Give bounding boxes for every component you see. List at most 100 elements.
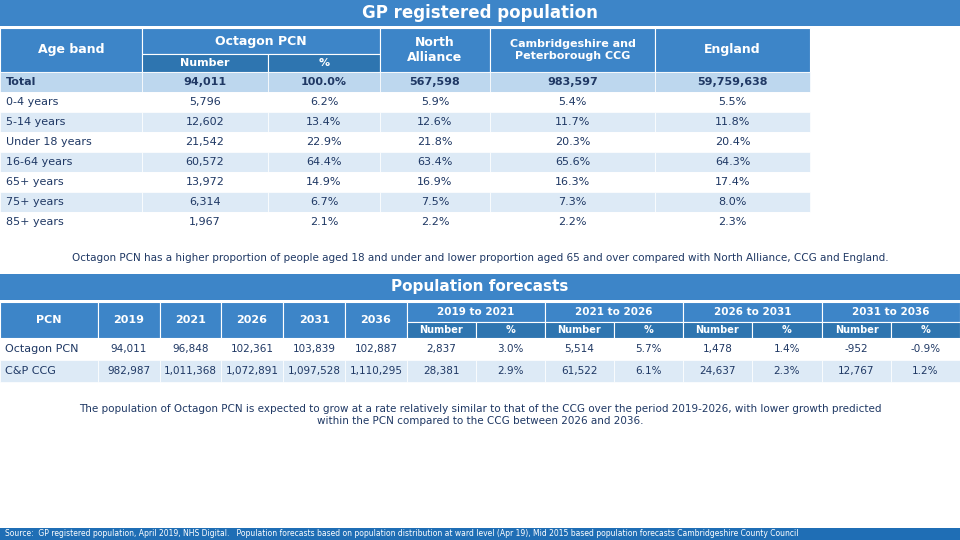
Text: 65.6%: 65.6% bbox=[555, 157, 590, 167]
Bar bbox=[0, 72, 142, 92]
Bar bbox=[142, 112, 268, 132]
Text: GP registered population: GP registered population bbox=[362, 4, 598, 22]
Text: 2.3%: 2.3% bbox=[718, 217, 747, 227]
Text: 22.9%: 22.9% bbox=[306, 137, 342, 147]
Bar bbox=[380, 72, 490, 92]
Bar bbox=[0, 212, 142, 232]
Bar bbox=[221, 302, 283, 338]
Bar bbox=[655, 72, 810, 92]
Bar bbox=[0, 0, 960, 26]
Bar bbox=[655, 192, 810, 212]
Text: 1,097,528: 1,097,528 bbox=[287, 366, 341, 376]
Bar bbox=[268, 172, 380, 192]
Text: 1,011,368: 1,011,368 bbox=[164, 366, 217, 376]
Text: 2026 to 2031: 2026 to 2031 bbox=[713, 307, 791, 317]
Text: 2026: 2026 bbox=[236, 315, 268, 325]
Text: 85+ years: 85+ years bbox=[6, 217, 63, 227]
Text: 2019 to 2021: 2019 to 2021 bbox=[438, 307, 515, 317]
Bar bbox=[476, 338, 545, 360]
Text: 96,848: 96,848 bbox=[172, 344, 208, 354]
Bar bbox=[891, 360, 960, 382]
Text: Age band: Age band bbox=[37, 44, 105, 57]
Bar bbox=[545, 338, 614, 360]
Text: %: % bbox=[643, 325, 654, 335]
Text: 12,602: 12,602 bbox=[185, 117, 225, 127]
Bar bbox=[0, 172, 142, 192]
Text: %: % bbox=[319, 58, 329, 68]
Text: Population forecasts: Population forecasts bbox=[392, 280, 568, 294]
Text: C&P CCG: C&P CCG bbox=[5, 366, 56, 376]
Bar bbox=[0, 192, 142, 212]
Text: 5.7%: 5.7% bbox=[636, 344, 661, 354]
Bar bbox=[683, 338, 752, 360]
Bar bbox=[614, 360, 683, 382]
Bar bbox=[142, 192, 268, 212]
Bar bbox=[268, 212, 380, 232]
Text: 567,598: 567,598 bbox=[410, 77, 461, 87]
Text: The population of Octagon PCN is expected to grow at a rate relatively similar t: The population of Octagon PCN is expecte… bbox=[79, 404, 881, 426]
Text: 5.5%: 5.5% bbox=[718, 97, 747, 107]
Bar bbox=[490, 192, 655, 212]
Text: 2.9%: 2.9% bbox=[497, 366, 524, 376]
Bar bbox=[268, 192, 380, 212]
Bar bbox=[655, 92, 810, 112]
Bar bbox=[268, 152, 380, 172]
Bar bbox=[380, 212, 490, 232]
Text: 75+ years: 75+ years bbox=[6, 197, 63, 207]
Text: 2.2%: 2.2% bbox=[420, 217, 449, 227]
Bar bbox=[822, 322, 891, 338]
Bar bbox=[752, 360, 822, 382]
Text: 2.3%: 2.3% bbox=[774, 366, 801, 376]
Bar bbox=[283, 338, 345, 360]
Text: 983,597: 983,597 bbox=[547, 77, 598, 87]
Bar bbox=[655, 212, 810, 232]
Text: 28,381: 28,381 bbox=[423, 366, 460, 376]
Text: Total: Total bbox=[6, 77, 36, 87]
Text: 11.7%: 11.7% bbox=[555, 117, 590, 127]
Bar bbox=[98, 302, 160, 338]
Text: 1,967: 1,967 bbox=[189, 217, 221, 227]
Text: 5-14 years: 5-14 years bbox=[6, 117, 65, 127]
Text: 13,972: 13,972 bbox=[185, 177, 225, 187]
Text: 60,572: 60,572 bbox=[185, 157, 225, 167]
Bar bbox=[345, 338, 407, 360]
Text: 6.2%: 6.2% bbox=[310, 97, 338, 107]
Text: 2021: 2021 bbox=[175, 315, 206, 325]
Text: -952: -952 bbox=[845, 344, 868, 354]
Text: 0-4 years: 0-4 years bbox=[6, 97, 59, 107]
Text: 65+ years: 65+ years bbox=[6, 177, 63, 187]
Bar bbox=[683, 302, 822, 322]
Bar bbox=[476, 360, 545, 382]
Text: 8.0%: 8.0% bbox=[718, 197, 747, 207]
Text: %: % bbox=[921, 325, 930, 335]
Bar bbox=[98, 360, 160, 382]
Text: 16.9%: 16.9% bbox=[418, 177, 453, 187]
Bar bbox=[380, 132, 490, 152]
Bar bbox=[0, 302, 98, 338]
Bar bbox=[490, 92, 655, 112]
Bar bbox=[0, 528, 960, 540]
Text: 1,110,295: 1,110,295 bbox=[349, 366, 402, 376]
Text: PCN: PCN bbox=[36, 315, 61, 325]
Bar bbox=[0, 92, 142, 112]
Bar bbox=[614, 322, 683, 338]
Bar bbox=[683, 360, 752, 382]
Text: 2,837: 2,837 bbox=[426, 344, 456, 354]
Bar bbox=[98, 338, 160, 360]
Text: 11.8%: 11.8% bbox=[715, 117, 750, 127]
Text: 102,887: 102,887 bbox=[354, 344, 397, 354]
Text: Source:  GP registered population, April 2019, NHS Digital.   Population forecas: Source: GP registered population, April … bbox=[5, 530, 799, 538]
Bar bbox=[268, 54, 380, 72]
Text: 5,514: 5,514 bbox=[564, 344, 594, 354]
Text: England: England bbox=[705, 44, 761, 57]
Bar bbox=[160, 338, 221, 360]
Bar bbox=[655, 28, 810, 72]
Text: 24,637: 24,637 bbox=[699, 366, 735, 376]
Text: 2019: 2019 bbox=[113, 315, 145, 325]
Bar bbox=[490, 212, 655, 232]
Bar bbox=[752, 338, 822, 360]
Text: North
Alliance: North Alliance bbox=[407, 36, 463, 64]
Text: 21.8%: 21.8% bbox=[418, 137, 453, 147]
Bar bbox=[142, 28, 380, 54]
Text: 2.2%: 2.2% bbox=[559, 217, 587, 227]
